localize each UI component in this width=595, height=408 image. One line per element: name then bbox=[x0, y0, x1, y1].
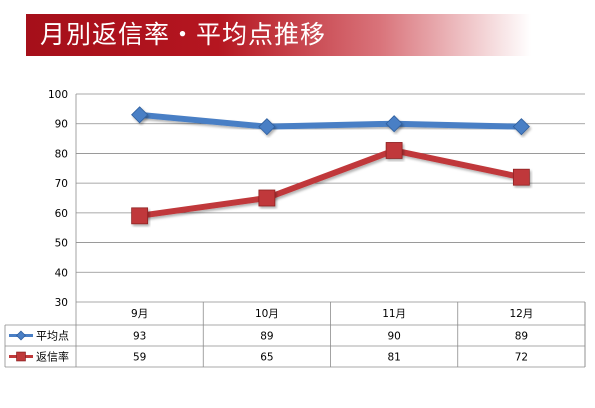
legend-marker-average-score bbox=[16, 330, 26, 341]
y-tick-label: 90 bbox=[55, 119, 68, 131]
marker-reply-rate bbox=[258, 189, 276, 207]
legend-marker-reply-rate bbox=[16, 351, 26, 362]
gridlines bbox=[76, 93, 585, 273]
marker-average-score bbox=[131, 106, 149, 124]
marker-reply-rate bbox=[512, 168, 530, 186]
table-cell-average-score: 89 bbox=[515, 331, 528, 343]
x-category-label: 12月 bbox=[509, 308, 533, 320]
legend-label-reply-rate: 返信率 bbox=[36, 350, 69, 364]
table-cell-average-score: 89 bbox=[260, 331, 273, 343]
data-point-average-score bbox=[131, 106, 149, 124]
y-tick-label: 50 bbox=[55, 238, 68, 250]
y-axis: 30 40 50 60 70 80 90 100 bbox=[48, 89, 77, 309]
series-line-average-score bbox=[136, 111, 525, 130]
data-point-reply-rate bbox=[385, 142, 403, 159]
marker-reply-rate bbox=[385, 142, 403, 159]
x-category-label: 11月 bbox=[382, 308, 406, 320]
title-banner: 月別返信率・平均点推移 bbox=[26, 14, 531, 56]
y-tick-label: 70 bbox=[55, 178, 68, 190]
marker-average-score bbox=[512, 118, 530, 136]
y-tick-label: 80 bbox=[55, 148, 68, 160]
y-tick-label: 60 bbox=[55, 208, 68, 220]
series-line-reply-rate bbox=[136, 147, 525, 219]
marker-average-score bbox=[385, 115, 403, 133]
y-tick-label: 30 bbox=[55, 297, 68, 309]
x-category-label: 10月 bbox=[255, 308, 279, 320]
table-cell-reply-rate: 72 bbox=[515, 352, 528, 364]
y-tick-label: 40 bbox=[55, 267, 68, 279]
table-cell-average-score: 93 bbox=[133, 331, 146, 343]
data-point-average-score bbox=[258, 118, 276, 136]
data-point-reply-rate bbox=[512, 168, 530, 186]
data-point-average-score bbox=[512, 118, 530, 136]
table-cell-reply-rate: 59 bbox=[133, 352, 146, 364]
x-category-label: 9月 bbox=[131, 308, 148, 320]
slide-title: 月別返信率・平均点推移 bbox=[40, 20, 327, 49]
data-point-average-score bbox=[385, 115, 403, 133]
y-tick-label: 100 bbox=[48, 89, 68, 101]
legend-label-average-score: 平均点 bbox=[36, 330, 69, 343]
table-cell-reply-rate: 81 bbox=[387, 352, 400, 364]
data-point-reply-rate bbox=[258, 189, 276, 207]
data-point-reply-rate bbox=[131, 207, 149, 225]
table-cell-average-score: 90 bbox=[387, 331, 400, 343]
marker-average-score bbox=[258, 118, 276, 136]
marker-reply-rate bbox=[131, 207, 149, 225]
table-cell-reply-rate: 65 bbox=[260, 352, 273, 364]
series-lines bbox=[131, 106, 530, 225]
